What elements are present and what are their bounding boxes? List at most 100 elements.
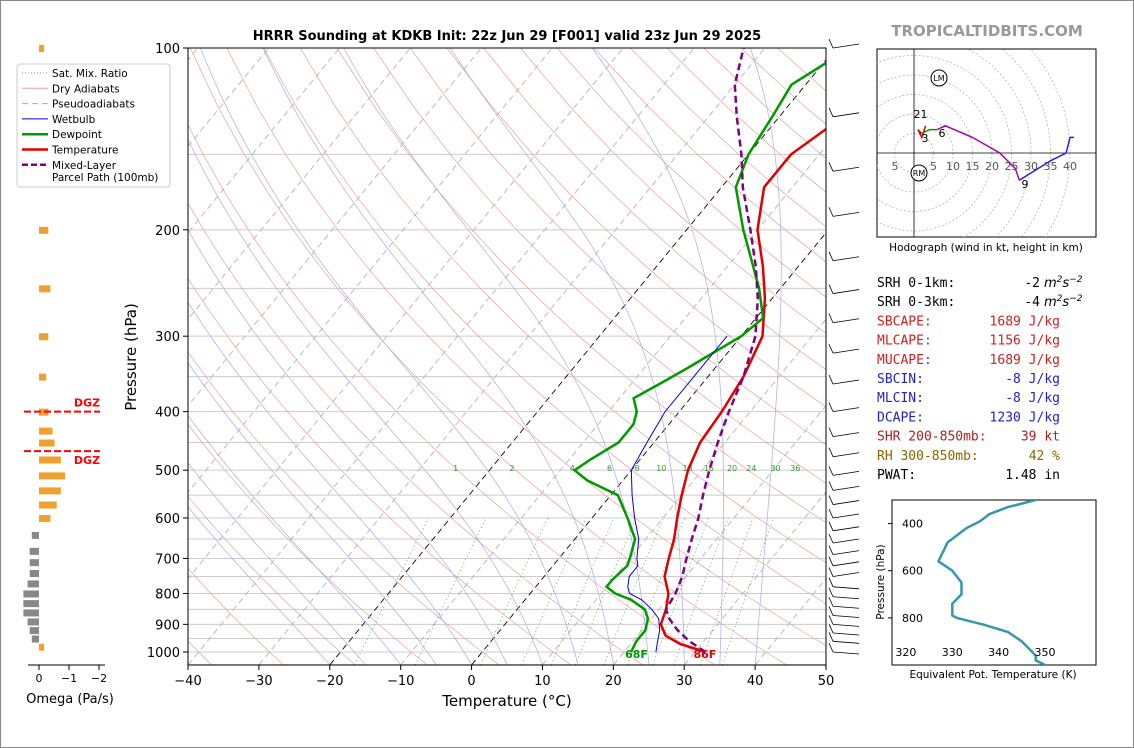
stat-value: -2: [1024, 276, 1040, 291]
hodograph-height-label: 2: [914, 108, 921, 121]
moist-adiabat-line: [188, 138, 543, 665]
omega-bar: [39, 439, 55, 447]
hodograph-ring-label: 35: [1044, 160, 1058, 173]
omega-bar: [39, 333, 49, 341]
x-tick-label: 0: [467, 674, 475, 689]
wind-barb-flag: [828, 545, 834, 555]
stat-unit: m2s−2: [1044, 294, 1083, 310]
wind-barb: [832, 605, 860, 609]
stat-label: SHR 200-850mb:: [877, 430, 987, 445]
surface-temperature-label: 86F: [694, 648, 717, 661]
wind-barb-flag: [828, 632, 834, 642]
wind-barb: [832, 596, 860, 600]
y-tick-label: 400: [155, 406, 180, 421]
omega-bar: [29, 570, 39, 578]
stat-label: SBCIN:: [877, 372, 924, 387]
theta-e-y-axis-label: Pressure (hPa): [875, 544, 887, 619]
omega-bar: [39, 456, 61, 464]
wind-barb-flag: [828, 495, 834, 505]
storm-motion-label: LM: [933, 74, 944, 83]
wind-barb: [832, 432, 860, 438]
wind-barb-flag: [828, 313, 834, 323]
stat-value: 1689 J/kg: [990, 353, 1060, 368]
hodograph-ring-label: 5: [930, 160, 937, 173]
skewt-plot-area: 1 2 4 6 8 10 13 16 20 24 30 36: [188, 48, 826, 665]
isotherm-line: [188, 48, 411, 320]
omega-tick-label: 0: [36, 672, 43, 685]
omega-axis-label: Omega (Pa/s): [26, 692, 114, 707]
wind-barb: [832, 256, 860, 262]
skewt-x-axis-label: Temperature (°C): [441, 692, 571, 710]
stat-label: RH 300-850mb:: [877, 449, 979, 464]
x-tick-label: −20: [316, 674, 343, 689]
y-tick-label: 500: [155, 464, 180, 479]
stat-value: -8 J/kg: [1005, 372, 1060, 387]
omega-tick-label: −2: [91, 672, 107, 685]
dry-adiabat-line: [189, 48, 787, 665]
theta-e-x-tick-label: 350: [1035, 646, 1056, 659]
wind-barb: [832, 348, 860, 354]
wind-barb: [832, 586, 860, 590]
mixing-ratio-line: [700, 517, 754, 665]
wind-barb: [832, 379, 860, 385]
theta-e-area: [936, 500, 1046, 665]
hodograph-ring-label: 10: [946, 160, 960, 173]
wind-barb-flag: [828, 623, 834, 634]
series-dewpoint: [572, 61, 826, 653]
wind-barb-flag: [828, 567, 834, 577]
wind-barb-flag: [828, 374, 834, 385]
isotherm-line: [188, 48, 340, 234]
stat-label: SBCAPE:: [877, 314, 932, 329]
omega-bar: [39, 226, 49, 234]
theta-e-y-tick-label: 600: [902, 565, 923, 578]
dry-adiabat-line: [446, 48, 826, 408]
mixing-ratio-label: 36: [790, 464, 800, 473]
mixing-ratio-label: 2: [509, 464, 514, 473]
series-temperature: [659, 127, 826, 654]
moist-adiabat-line: [188, 362, 437, 665]
isotherm-line: [400, 145, 826, 665]
wind-barb: [832, 43, 860, 49]
legend-label: Temperature: [51, 145, 119, 157]
wind-barb: [832, 561, 860, 567]
isotherm-line: [188, 48, 695, 665]
moist-adiabat-line: [343, 48, 650, 665]
storm-motion-marker: [930, 69, 948, 87]
mixing-ratio-label: 10: [656, 464, 666, 473]
hodograph-ring-label: 20: [985, 160, 999, 173]
wind-barb: [832, 318, 860, 324]
wind-barb-flag: [828, 642, 834, 653]
dry-adiabat-line: [299, 48, 826, 564]
moist-adiabat-line: [188, 301, 473, 665]
wind-barb: [832, 526, 860, 532]
wind-barb: [832, 615, 860, 618]
moist-adiabat-line: [750, 48, 782, 665]
omega-bar: [27, 618, 39, 626]
moist-adiabat-line: [200, 48, 579, 665]
dry-adiabat-line: [410, 48, 826, 446]
theta-e-frame: [891, 499, 1097, 666]
stat-value: 39 kt: [1021, 430, 1060, 445]
wind-barb: [832, 211, 860, 217]
stat-value: -8 J/kg: [1005, 391, 1060, 406]
omega-tick-label: −1: [61, 672, 77, 685]
omega-bar: [39, 373, 47, 381]
x-tick-label: −30: [245, 674, 272, 689]
stat-label: PWAT:: [877, 468, 916, 483]
mixing-ratio-label: 16: [704, 464, 714, 473]
x-tick-label: −40: [174, 674, 201, 689]
skewt-axes-frame: [187, 47, 827, 666]
legend: Sat. Mix. Ratio Dry Adiabats Pseudoadiabat…: [16, 63, 171, 188]
omega-bar: [29, 547, 39, 555]
mixing-ratio-label: 8: [634, 464, 639, 473]
wind-barb: [832, 651, 860, 655]
x-tick-label: 20: [605, 674, 622, 689]
theta-e-y-tick-label: 400: [902, 518, 923, 531]
stat-value: 1230 J/kg: [990, 410, 1060, 425]
mixing-ratio-line: [521, 517, 587, 665]
wind-barb-flag: [828, 521, 834, 531]
y-tick-label: 900: [155, 618, 180, 633]
hodograph-frame: [876, 48, 1097, 238]
wind-barb-flag: [828, 427, 834, 437]
mixing-ratio-line: [414, 517, 487, 665]
